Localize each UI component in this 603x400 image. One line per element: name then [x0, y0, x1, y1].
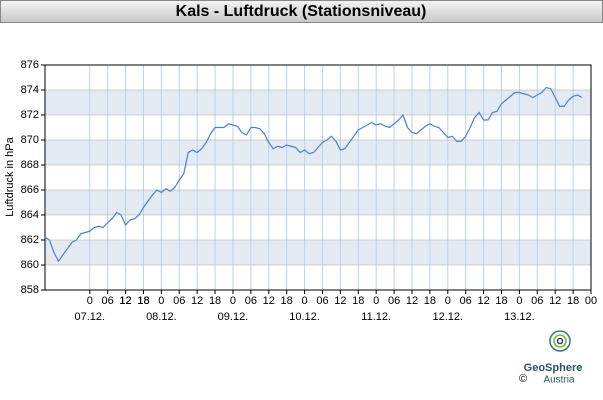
y-tick-label: 876 — [21, 59, 39, 71]
x-tick-label: 00 — [585, 295, 597, 307]
x-tick-label: 06 — [388, 295, 400, 307]
grid-band — [45, 140, 591, 165]
date-label: 11.12. — [361, 311, 391, 323]
grid-band — [45, 90, 591, 115]
logo-name: GeoSphere — [524, 362, 583, 374]
grid-band — [45, 240, 591, 265]
data-line — [44, 86, 583, 263]
x-tick-label: 12 — [477, 295, 489, 307]
x-tick-label: 06 — [102, 295, 114, 307]
x-tick-label: 0 — [302, 295, 308, 307]
x-tick-label: 06 — [460, 295, 472, 307]
x-tick-label: 0 — [516, 295, 522, 307]
x-tick-label: 06 — [316, 295, 328, 307]
logo — [549, 330, 571, 352]
x-tick-label: 18 — [424, 295, 436, 307]
y-tick-label: 866 — [21, 184, 39, 196]
y-tick-label: 864 — [21, 209, 39, 221]
date-label: 13.12. — [504, 311, 535, 323]
copyright: © — [519, 373, 527, 385]
x-tick-label: 06 — [531, 295, 543, 307]
x-tick-label: 12 — [191, 295, 203, 307]
date-label: 12.12. — [432, 311, 463, 323]
x-tick-label: 18 — [281, 295, 293, 307]
x-tick-label: 18 — [567, 295, 579, 307]
date-label: 09.12. — [218, 311, 249, 323]
x-tick-label: 06 — [173, 295, 185, 307]
logo-ring — [549, 330, 571, 352]
y-tick-label: 872 — [21, 109, 39, 121]
y-axis-label: Luftdruck in hPa — [4, 136, 16, 216]
date-label: 07.12. — [74, 311, 105, 323]
x-tick-label: 18 — [352, 295, 364, 307]
x-tick-label: 12 — [406, 295, 418, 307]
x-tick-label: 12 — [549, 295, 561, 307]
y-tick-label: 870 — [21, 134, 39, 146]
x-tick-label: 0 — [373, 295, 379, 307]
x-tick-label: 18 — [495, 295, 507, 307]
logo-ring — [556, 337, 564, 345]
x-tick-label: 12 — [263, 295, 275, 307]
grid-band — [45, 190, 591, 215]
logo-sub: Austria — [543, 375, 575, 386]
x-tick-label: 18 — [137, 295, 149, 307]
x-tick-label: 06 — [245, 295, 257, 307]
x-tick-label: 18 — [209, 295, 221, 307]
y-tick-label: 868 — [21, 159, 39, 171]
date-label: 10.12. — [289, 311, 320, 323]
y-tick-label: 862 — [21, 234, 39, 246]
logo-ring — [553, 334, 567, 348]
x-tick-label: 0 — [87, 295, 93, 307]
x-tick-label: 18 — [137, 295, 149, 307]
chart-title: Kals - Luftdruck (Stationsniveau) — [176, 3, 427, 20]
x-tick-label: 0 — [158, 295, 164, 307]
x-tick-label: 12 — [119, 295, 131, 307]
x-tick-label: 12 — [119, 295, 131, 307]
x-tick-label: 12 — [334, 295, 346, 307]
x-tick-label: 0 — [230, 295, 236, 307]
y-tick-label: 858 — [21, 284, 39, 296]
date-label: 08.12. — [146, 311, 177, 323]
y-tick-label: 860 — [21, 259, 39, 271]
plot-frame — [44, 64, 592, 291]
y-tick-label: 874 — [21, 84, 39, 96]
x-tick-label: 0 — [445, 295, 451, 307]
